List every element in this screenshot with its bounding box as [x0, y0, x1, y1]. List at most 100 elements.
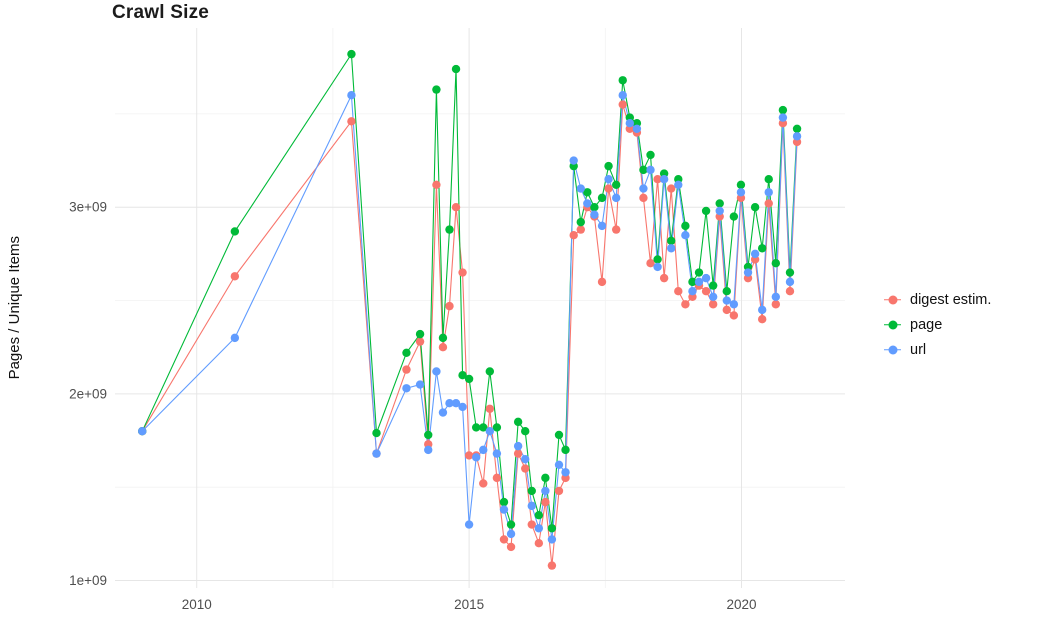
data-point-url	[674, 180, 683, 189]
data-point-page	[667, 236, 676, 245]
data-point-url	[722, 296, 731, 305]
data-point-url	[646, 165, 655, 175]
data-point-page	[424, 430, 433, 440]
data-point-page	[792, 124, 802, 133]
legend-marker-digest-estim-icon	[884, 291, 901, 308]
data-point-url	[445, 399, 454, 408]
data-point-digest-estim	[708, 300, 718, 309]
data-point-digest-estim	[771, 300, 781, 309]
data-point-digest-estim	[445, 301, 454, 311]
data-point-url	[771, 292, 781, 301]
data-point-url	[778, 113, 788, 122]
data-point-url	[667, 244, 676, 253]
x-tick-label: 2015	[454, 597, 484, 612]
data-point-url	[464, 520, 474, 529]
data-point-digest-estim	[506, 542, 516, 552]
data-point-url	[743, 268, 753, 277]
data-point-url	[415, 380, 425, 389]
data-point-url	[479, 445, 488, 455]
data-point-digest-estim	[646, 259, 655, 268]
data-point-url	[347, 91, 356, 100]
legend: digest estim. page url	[884, 291, 991, 358]
series-line-url	[141, 94, 798, 541]
y-tick-label: 2e+09	[69, 386, 107, 401]
legend-dot-icon	[888, 295, 897, 304]
data-point-digest-estim	[513, 449, 523, 458]
y-tick-label: 1e+09	[69, 573, 107, 588]
data-point-page	[736, 180, 746, 189]
data-point-digest-estim	[785, 287, 795, 296]
data-point-url	[750, 249, 760, 259]
data-point-url	[372, 449, 381, 458]
data-point-url	[432, 367, 441, 376]
data-point-digest-estim	[451, 203, 461, 212]
data-point-url	[506, 529, 516, 539]
data-point-url	[138, 427, 147, 436]
data-point-digest-estim	[757, 315, 767, 324]
data-point-url	[554, 460, 564, 469]
data-point-page	[653, 255, 662, 264]
data-point-page	[464, 374, 474, 384]
data-point-page	[750, 203, 760, 212]
data-point-digest-estim	[722, 305, 731, 315]
legend-dot-icon	[888, 345, 897, 354]
data-point-page	[771, 259, 781, 268]
data-point-page	[451, 64, 461, 74]
legend-item-page: page	[884, 316, 991, 333]
data-point-digest-estim	[576, 225, 585, 234]
data-point-url	[547, 535, 557, 544]
data-point-url	[729, 300, 739, 309]
data-point-digest-estim	[527, 520, 536, 529]
data-point-page	[554, 430, 564, 440]
data-point-url	[590, 210, 599, 219]
data-point-page	[764, 175, 773, 184]
y-tick-label: 3e+09	[69, 200, 107, 215]
data-point-page	[757, 244, 767, 253]
legend-marker-url-icon	[884, 341, 901, 358]
data-point-page	[688, 277, 697, 287]
data-point-digest-estim	[534, 539, 544, 548]
data-point-page	[561, 445, 570, 455]
data-point-digest-estim	[604, 184, 613, 193]
data-point-digest-estim	[639, 193, 648, 203]
data-point-digest-estim	[485, 404, 495, 413]
x-tick-label: 2010	[182, 597, 212, 612]
data-point-url	[513, 441, 523, 451]
data-point-digest-estim	[674, 287, 683, 296]
data-point-page	[347, 49, 356, 59]
data-point-url	[597, 221, 607, 231]
data-point-url	[402, 384, 411, 393]
data-point-page	[646, 150, 655, 160]
data-point-page	[541, 473, 550, 483]
data-point-url	[708, 292, 718, 301]
data-point-page	[445, 225, 454, 234]
data-point-digest-estim	[415, 337, 425, 346]
legend-marker-page-icon	[884, 316, 901, 333]
data-point-page	[527, 486, 536, 496]
legend-label-url: url	[910, 341, 927, 358]
data-point-digest-estim	[432, 180, 441, 189]
data-point-url	[458, 402, 467, 412]
data-point-url	[618, 91, 627, 100]
data-point-page	[722, 287, 731, 296]
legend-label-digest-estim: digest estim.	[910, 291, 992, 308]
series-line-page	[141, 53, 798, 529]
data-point-page	[521, 427, 530, 436]
data-point-digest-estim	[729, 311, 739, 320]
data-point-digest-estim	[597, 277, 607, 287]
data-point-digest-estim	[479, 479, 488, 488]
data-point-digest-estim	[464, 451, 474, 460]
data-point-url	[527, 501, 536, 511]
data-point-page	[729, 212, 739, 221]
data-point-digest-estim	[499, 535, 509, 544]
data-point-page	[513, 417, 523, 427]
data-point-url	[583, 199, 592, 208]
data-point-digest-estim	[541, 497, 550, 507]
data-point-url	[230, 333, 240, 343]
data-point-page	[590, 203, 599, 212]
data-point-url	[701, 273, 711, 283]
legend-label-page: page	[910, 316, 943, 333]
data-point-url	[632, 124, 642, 133]
